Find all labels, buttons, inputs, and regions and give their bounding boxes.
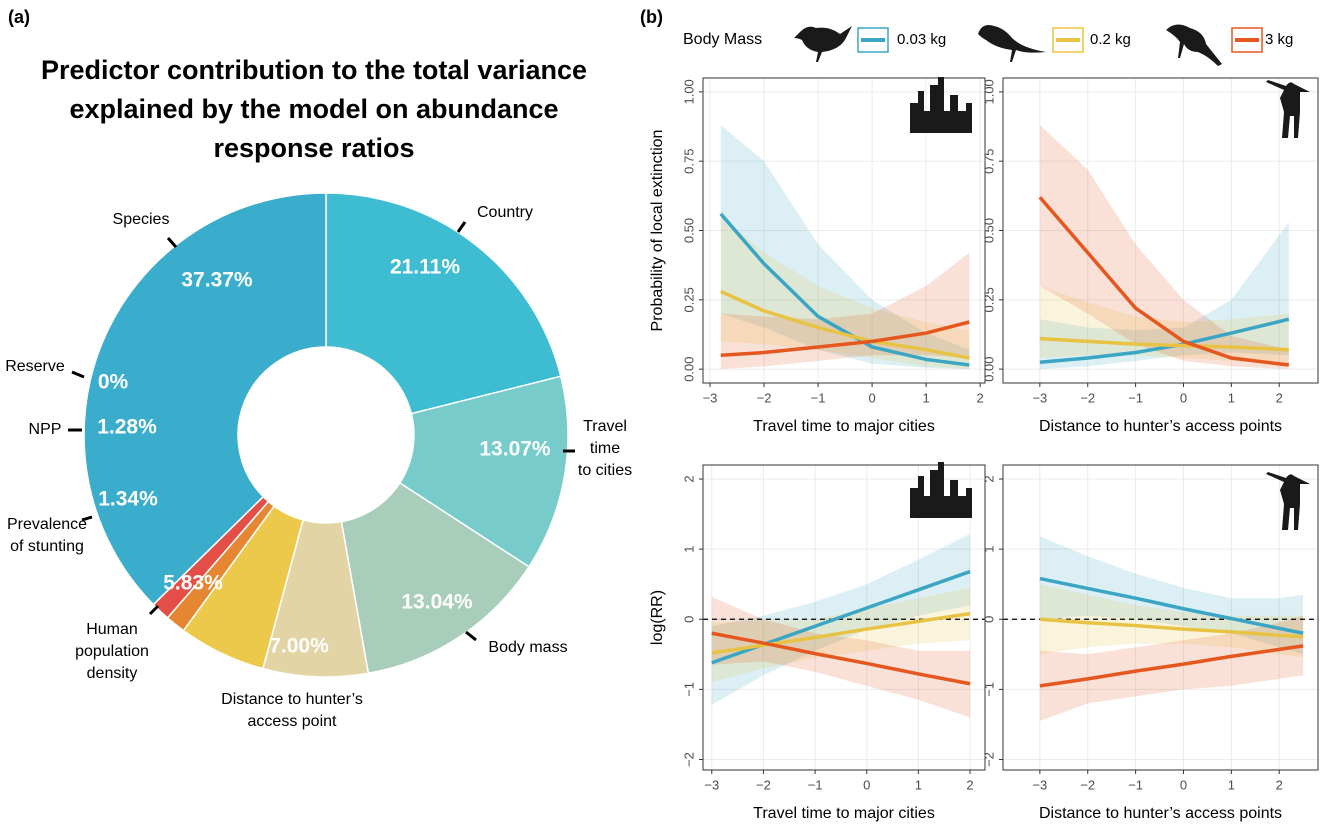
x-tick-label: −2 bbox=[757, 390, 772, 405]
y-tick-label: 0.50 bbox=[681, 218, 696, 243]
x-tick-label: 2 bbox=[1276, 390, 1283, 405]
x-tick-label: −3 bbox=[703, 390, 718, 405]
x-tick-label: 2 bbox=[966, 777, 973, 792]
y-tick-label: −2 bbox=[681, 752, 696, 767]
slice-category-label: time bbox=[590, 440, 620, 457]
small-bird-icon bbox=[794, 26, 852, 62]
x-axis-label: Travel time to major cities bbox=[753, 805, 935, 822]
slice-category-label: population bbox=[75, 643, 149, 660]
x-axis-label: Travel time to major cities bbox=[753, 418, 935, 435]
slice-category-label: Species bbox=[113, 211, 170, 228]
y-tick-label: 0.25 bbox=[681, 287, 696, 312]
y-tick-label: 0.25 bbox=[981, 287, 996, 312]
x-tick-label: 1 bbox=[915, 777, 922, 792]
leader-line bbox=[72, 372, 84, 377]
y-tick-label: 2 bbox=[681, 475, 696, 482]
x-tick-label: −2 bbox=[756, 777, 771, 792]
y-tick-label: 0.00 bbox=[981, 356, 996, 381]
x-tick-label: −2 bbox=[1080, 390, 1095, 405]
x-tick-label: −2 bbox=[1080, 777, 1095, 792]
y-tick-label: 0.75 bbox=[681, 149, 696, 174]
y-axis-label: Probability of local extinction bbox=[649, 130, 666, 332]
slice-category-label: of stunting bbox=[10, 538, 84, 555]
slice-category-label: Country bbox=[477, 204, 533, 221]
slice-value-label: 21.11% bbox=[390, 256, 460, 279]
slice-category-label: Prevalence bbox=[7, 516, 87, 533]
pie-slice bbox=[326, 193, 561, 414]
chart-title: response ratios bbox=[213, 133, 414, 163]
leader-line bbox=[150, 606, 158, 614]
x-tick-label: −1 bbox=[808, 777, 823, 792]
x-tick-label: 2 bbox=[1276, 777, 1283, 792]
x-tick-label: 0 bbox=[1180, 777, 1187, 792]
parrot-icon bbox=[978, 25, 1046, 62]
x-tick-label: 1 bbox=[1228, 390, 1235, 405]
slice-category-label: Human bbox=[86, 621, 138, 638]
x-tick-label: 1 bbox=[1228, 777, 1235, 792]
y-axis-label: log(RR) bbox=[649, 590, 666, 645]
hornbill-icon bbox=[1166, 24, 1222, 66]
x-tick-label: 0 bbox=[863, 777, 870, 792]
plots: (a) Predictor contribution to the total v… bbox=[5, 7, 1318, 822]
slice-category-label: NPP bbox=[29, 421, 62, 438]
legend-label: 0.2 kg bbox=[1090, 31, 1131, 48]
slice-value-label: 1.34% bbox=[98, 488, 158, 511]
legend-title: Body Mass bbox=[683, 31, 762, 48]
y-tick-label: 0 bbox=[981, 616, 996, 623]
slice-value-label: 1.28% bbox=[97, 416, 157, 439]
y-tick-label: 0 bbox=[681, 616, 696, 623]
y-tick-label: 1.00 bbox=[681, 79, 696, 104]
slice-value-label: 0% bbox=[98, 371, 129, 394]
slice-value-label: 5.83% bbox=[163, 572, 223, 595]
x-axis-label: Distance to hunter’s access points bbox=[1039, 805, 1282, 822]
x-tick-label: −3 bbox=[704, 777, 719, 792]
slice-category-label: Distance to hunter’s bbox=[221, 691, 363, 708]
leader-line bbox=[458, 222, 465, 232]
slice-value-label: 13.04% bbox=[401, 591, 473, 614]
slice-category-label: density bbox=[87, 665, 138, 682]
x-tick-label: −3 bbox=[1032, 390, 1047, 405]
panel-label: (b) bbox=[640, 7, 663, 27]
y-tick-label: −1 bbox=[681, 682, 696, 697]
figure: (a) Predictor contribution to the total v… bbox=[0, 0, 1330, 829]
leader-line bbox=[466, 632, 476, 640]
chart-title: explained by the model on abundance bbox=[69, 94, 558, 124]
y-tick-label: −1 bbox=[981, 682, 996, 697]
leader-line bbox=[168, 238, 176, 247]
x-tick-label: 0 bbox=[1180, 390, 1187, 405]
x-tick-label: −1 bbox=[1128, 390, 1143, 405]
slice-value-label: 7.00% bbox=[269, 635, 329, 658]
panel-label: (a) bbox=[8, 7, 30, 27]
y-tick-label: 0.50 bbox=[981, 218, 996, 243]
y-tick-label: −2 bbox=[981, 752, 996, 767]
slice-value-label: 13.07% bbox=[479, 438, 551, 461]
x-tick-label: −3 bbox=[1032, 777, 1047, 792]
y-tick-label: 1 bbox=[681, 546, 696, 553]
x-tick-label: 2 bbox=[977, 390, 984, 405]
x-tick-label: 1 bbox=[922, 390, 929, 405]
slice-value-label: 37.37% bbox=[181, 269, 253, 292]
x-tick-label: 0 bbox=[868, 390, 875, 405]
legend-label: 0.03 kg bbox=[897, 31, 946, 48]
x-tick-label: −1 bbox=[811, 390, 826, 405]
slice-category-label: to cities bbox=[578, 462, 632, 479]
slice-category-label: Reserve bbox=[5, 358, 65, 375]
slice-category-label: access point bbox=[248, 713, 337, 730]
slice-category-label: Travel bbox=[583, 418, 627, 435]
chart-title: Predictor contribution to the total vari… bbox=[41, 55, 587, 85]
slice-category-label: Body mass bbox=[488, 639, 567, 656]
y-tick-label: 0.00 bbox=[681, 356, 696, 381]
y-tick-label: 0.75 bbox=[981, 149, 996, 174]
y-tick-label: 1 bbox=[981, 546, 996, 553]
y-tick-label: 1.00 bbox=[981, 79, 996, 104]
x-axis-label: Distance to hunter’s access points bbox=[1039, 418, 1282, 435]
x-tick-label: −1 bbox=[1128, 777, 1143, 792]
legend-label: 3 kg bbox=[1265, 31, 1293, 48]
y-tick-label: 2 bbox=[981, 475, 996, 482]
